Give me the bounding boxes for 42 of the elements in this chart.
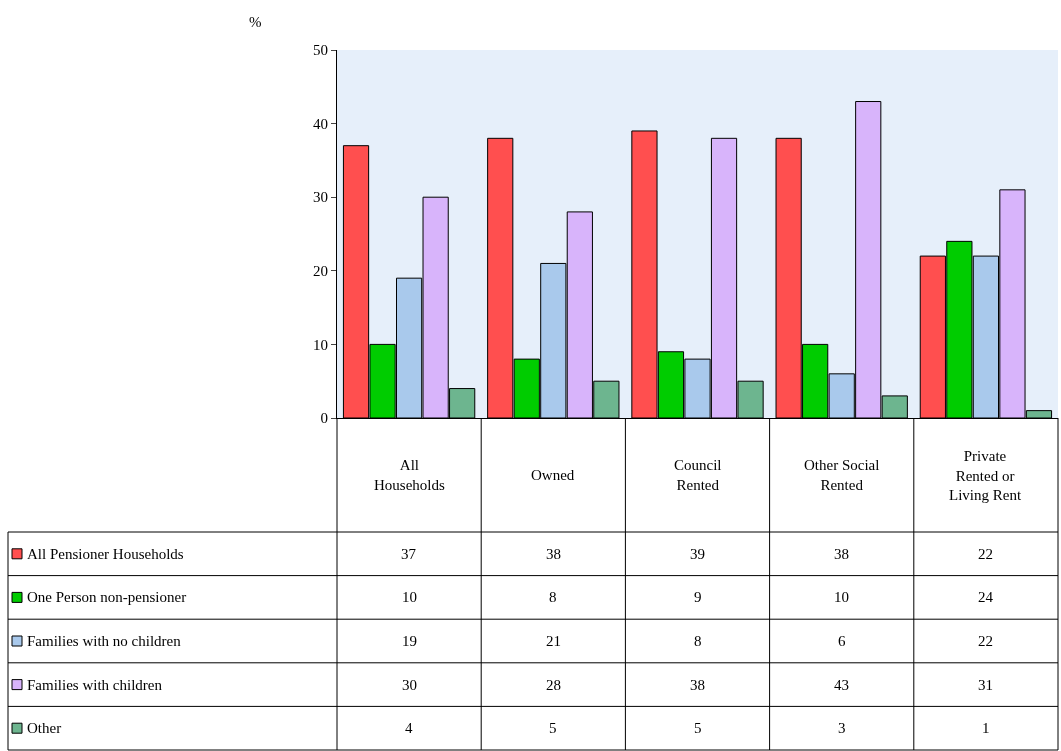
x-tick-label: All Households <box>374 457 445 493</box>
y-tick-label: 40 <box>313 115 328 132</box>
data-label: 10 <box>402 589 417 605</box>
x-tick-label: Other Social Rented <box>804 457 880 493</box>
data-label: 5 <box>694 720 702 736</box>
data-label: 21 <box>546 633 561 649</box>
data-label: 28 <box>546 677 561 693</box>
y-tick-label: 50 <box>313 42 328 59</box>
data-label: 38 <box>546 546 561 562</box>
y-tick-label: 10 <box>313 336 328 353</box>
data-label: 30 <box>402 677 417 693</box>
data-label: 8 <box>549 589 557 605</box>
data-label: 43 <box>834 677 849 693</box>
data-label: 22 <box>978 546 993 562</box>
data-label: 38 <box>834 546 849 562</box>
x-tick-label: Owned <box>531 467 575 483</box>
legend-label: Other <box>27 720 62 736</box>
x-tick-label: Private Rented or Living Rent <box>949 448 1022 503</box>
data-label: 4 <box>405 720 413 736</box>
data-label: 22 <box>978 633 993 649</box>
data-label: 9 <box>694 589 702 605</box>
y-tick-label: 0 <box>320 410 328 427</box>
y-tick-label: 30 <box>313 189 328 206</box>
data-label: 10 <box>834 589 849 605</box>
data-label: 1 <box>982 720 990 736</box>
data-label: 19 <box>402 633 417 649</box>
data-label: 6 <box>838 633 846 649</box>
legend-label: Families with children <box>27 677 163 693</box>
y-tick-label: 20 <box>313 263 328 280</box>
legend-label: All Pensioner Households <box>27 546 184 562</box>
data-label: 31 <box>978 677 993 693</box>
data-label: 38 <box>690 677 705 693</box>
legend-label: Families with no children <box>27 633 182 649</box>
data-label: 37 <box>401 546 417 562</box>
data-label: 39 <box>690 546 705 562</box>
data-label: 8 <box>694 633 702 649</box>
data-label: 5 <box>549 720 557 736</box>
legend-label: One Person non-pensioner <box>27 589 187 605</box>
data-label: 3 <box>838 720 846 736</box>
y-axis-title: % <box>249 14 262 30</box>
data-label: 24 <box>978 589 994 605</box>
x-tick-label: Council Rented <box>674 457 722 493</box>
